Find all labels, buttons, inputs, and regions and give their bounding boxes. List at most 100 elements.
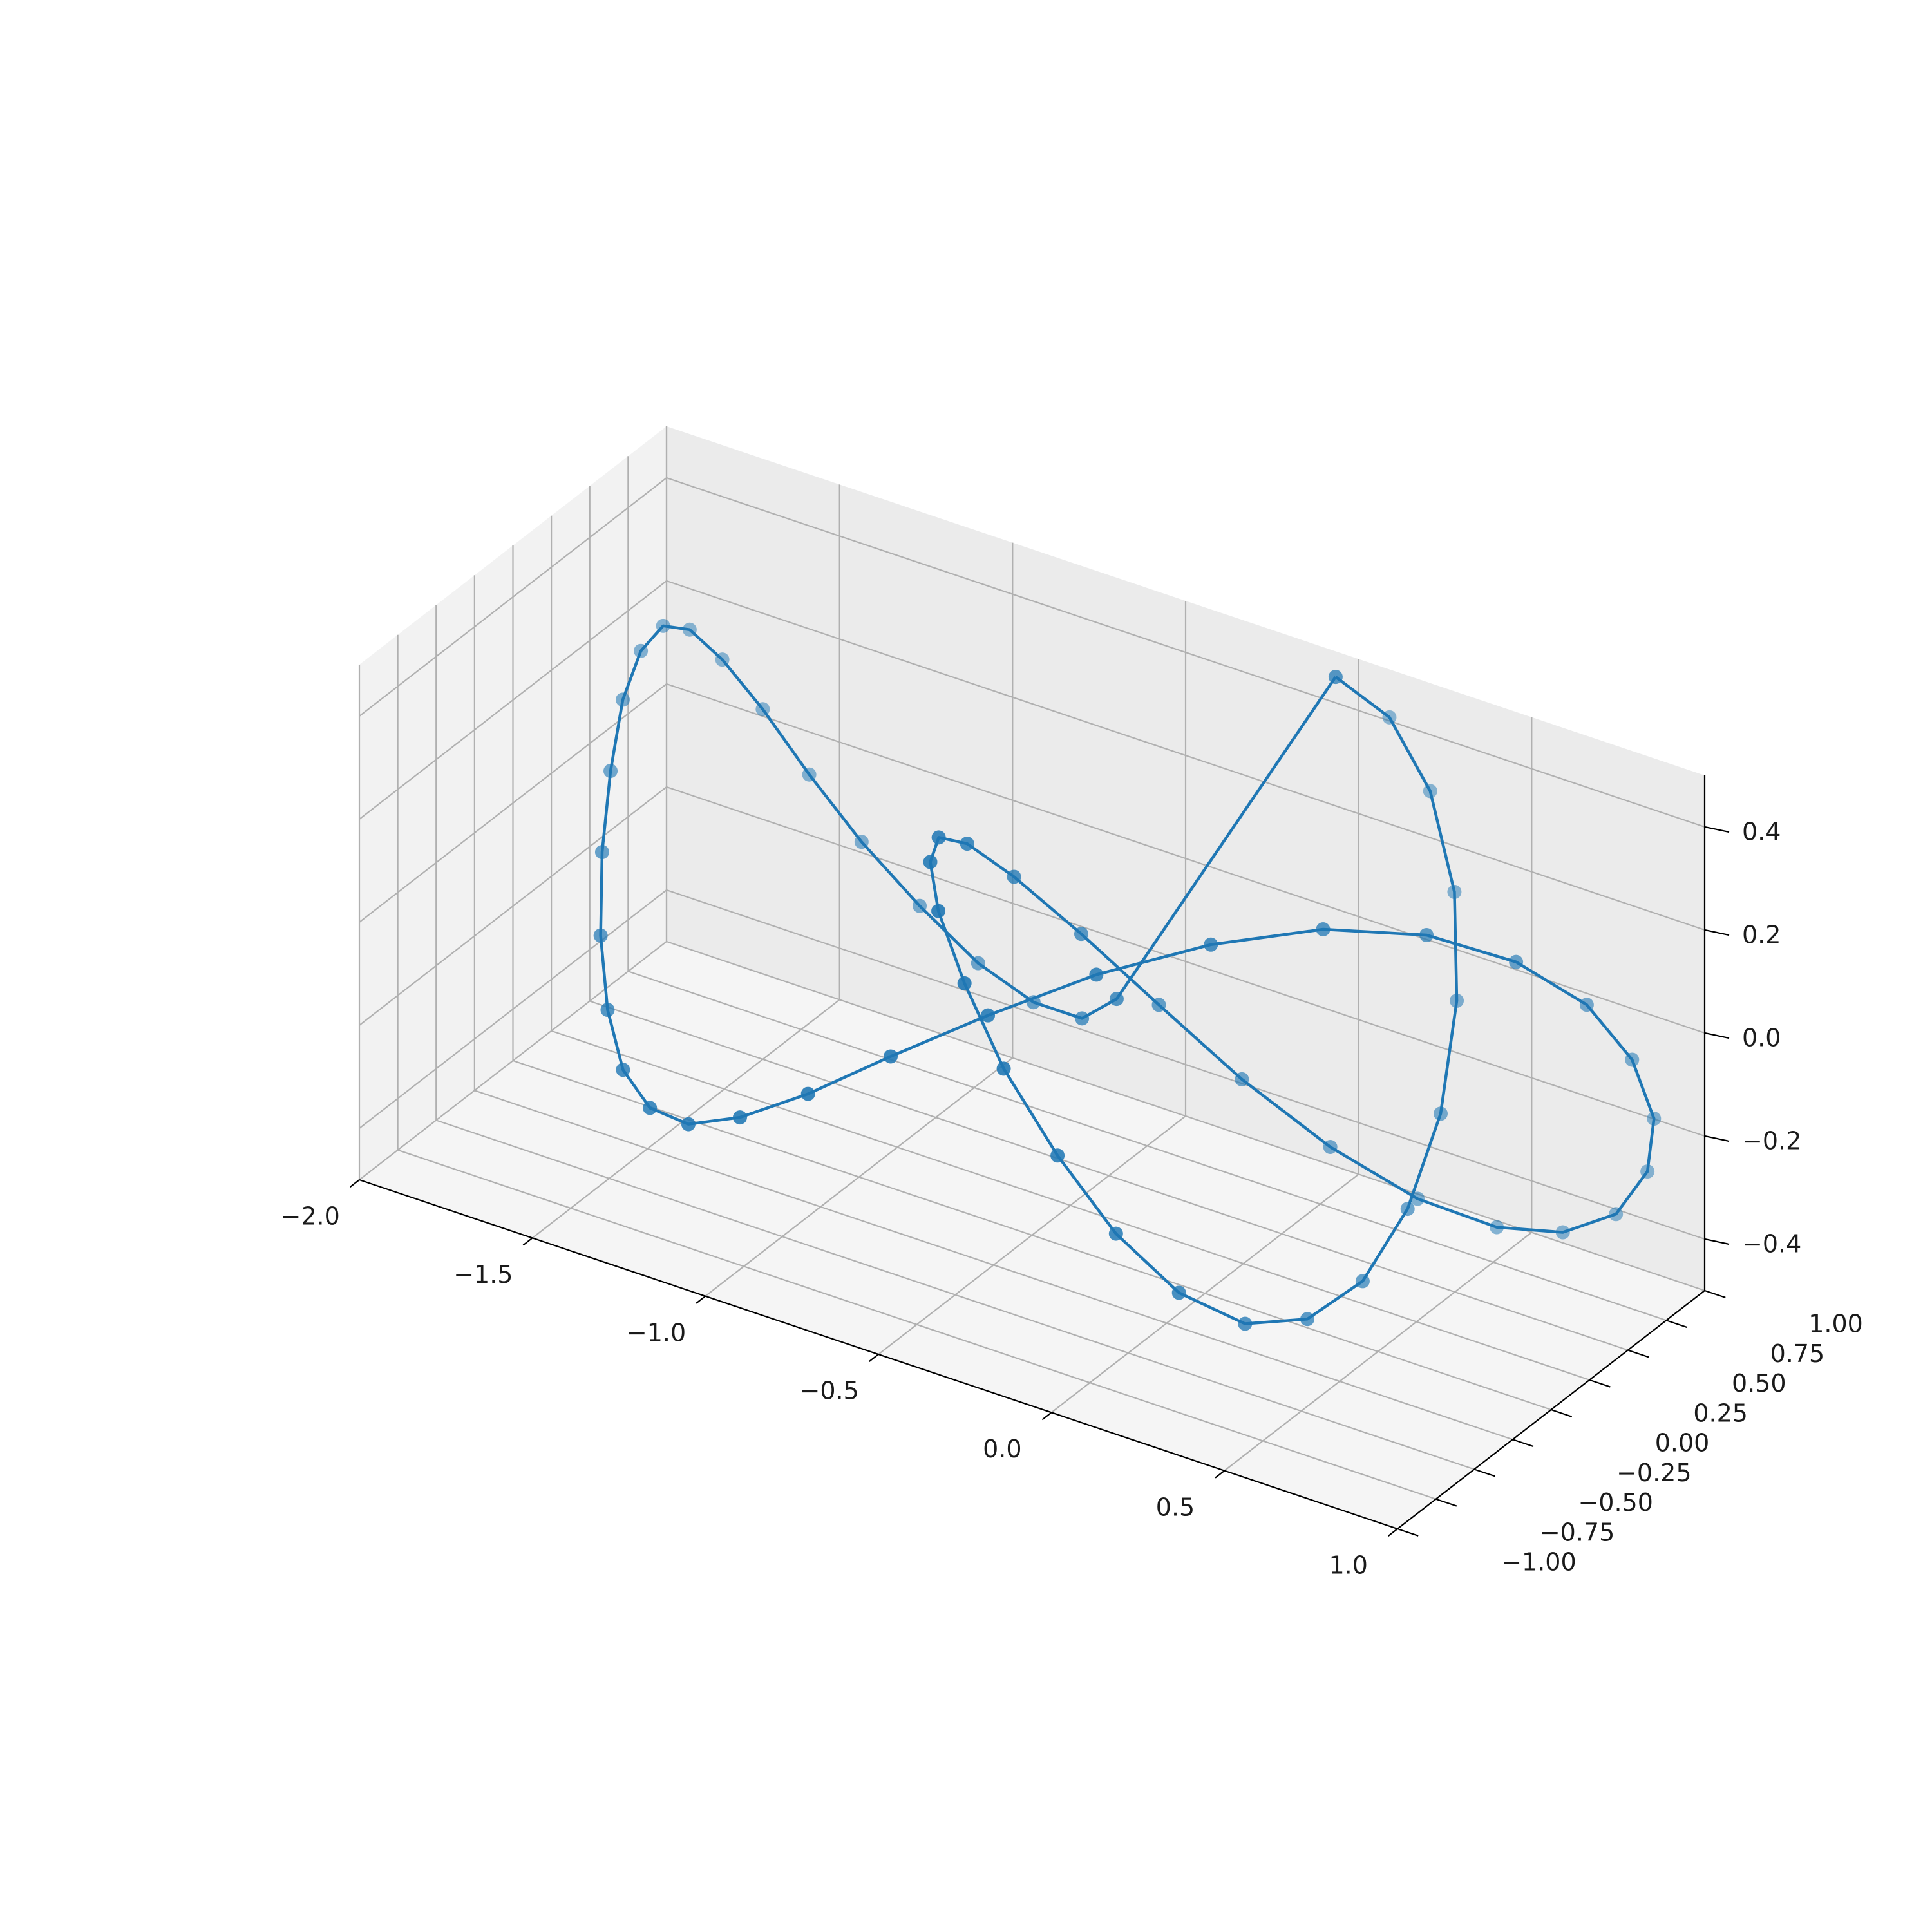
y-gridline — [665, 426, 1705, 1292]
data-point — [996, 1061, 1011, 1076]
y-tick — [1473, 1468, 1495, 1477]
y-gridline — [589, 486, 1629, 1351]
x-tick-label: −2.0 — [281, 1202, 340, 1231]
y-tick — [1435, 1498, 1457, 1507]
data-point — [931, 830, 946, 845]
y-gridline — [551, 515, 1590, 1381]
data-point — [594, 845, 609, 860]
data-point — [1410, 1191, 1425, 1206]
y-tick-label: −0.50 — [1578, 1488, 1653, 1517]
data-point — [960, 837, 974, 851]
data-point — [971, 956, 985, 971]
data-point — [1109, 992, 1124, 1007]
data-point — [1355, 1274, 1370, 1289]
z-tick — [1704, 1238, 1730, 1245]
data-point — [800, 1086, 815, 1101]
data-point — [1323, 1140, 1338, 1155]
data-point — [600, 1003, 615, 1018]
x-tick — [1041, 1412, 1052, 1421]
x-tick-label: 0.0 — [983, 1435, 1021, 1463]
x-tick-label: −0.5 — [800, 1377, 859, 1405]
data-point — [802, 767, 817, 782]
y-tick-label: −0.75 — [1540, 1518, 1615, 1546]
data-point — [1555, 1225, 1570, 1240]
data-point — [1316, 922, 1331, 937]
x-tick — [1388, 1528, 1398, 1537]
y-tick — [1589, 1379, 1611, 1388]
data-point — [981, 1008, 996, 1023]
data-point — [755, 702, 770, 717]
data-point — [957, 976, 972, 990]
data-point — [593, 928, 608, 943]
data-point — [634, 643, 649, 658]
z-gridline — [359, 786, 1705, 1137]
y-gridline — [627, 456, 1667, 1321]
y-tick-label: 0.50 — [1732, 1369, 1786, 1397]
data-point — [1400, 1202, 1415, 1217]
data-point — [1419, 927, 1434, 942]
data-point — [682, 622, 697, 637]
data-point — [1625, 1052, 1640, 1067]
data-point — [1238, 1316, 1253, 1331]
data-point — [931, 904, 946, 918]
data-series — [593, 618, 1662, 1331]
data-point — [1089, 967, 1104, 982]
x-tick — [869, 1354, 879, 1362]
data-point — [1108, 1226, 1123, 1241]
data-point — [643, 1101, 658, 1115]
data-point — [1579, 998, 1594, 1012]
data-point — [1204, 937, 1218, 952]
z-tick-label: −0.2 — [1742, 1127, 1801, 1155]
y-tick-label: −1.00 — [1501, 1548, 1576, 1577]
data-point — [1328, 670, 1343, 685]
axes-ticks: −2.0 −1.5 −1.0 −0.5 0.0 0.5 1.0 −1.00−0.75−0.50… — [281, 818, 1863, 1580]
x-tick — [1215, 1470, 1226, 1479]
x-tick — [696, 1295, 706, 1304]
data-point — [1423, 784, 1437, 799]
y-gridline — [473, 575, 1513, 1441]
y-tick-label: 0.75 — [1770, 1340, 1825, 1368]
data-point — [1235, 1072, 1249, 1086]
data-point — [1647, 1112, 1662, 1126]
data-point — [1026, 995, 1041, 1010]
data-point — [1074, 927, 1088, 942]
data-point — [616, 692, 630, 707]
data-point — [854, 835, 869, 849]
y-tick — [1397, 1528, 1419, 1537]
y-gridline — [512, 545, 1551, 1411]
y-tick — [1551, 1408, 1573, 1417]
y-tick-label: −0.25 — [1616, 1459, 1691, 1487]
data-point — [884, 1049, 898, 1064]
y-tick-label: 0.25 — [1693, 1399, 1748, 1427]
data-point — [1447, 884, 1462, 899]
data-point — [1640, 1164, 1655, 1179]
data-point — [681, 1117, 696, 1132]
x-tick — [522, 1237, 533, 1246]
data-point — [1609, 1207, 1624, 1222]
data-point — [1328, 670, 1343, 685]
y-tick-label: 1.00 — [1808, 1310, 1863, 1338]
z-gridline — [359, 477, 1705, 828]
data-point — [1434, 1106, 1448, 1121]
x-tick-label: 0.5 — [1156, 1493, 1195, 1521]
y-tick-label: 0.00 — [1655, 1429, 1710, 1457]
z-gridline — [359, 889, 1705, 1240]
data-point — [656, 618, 670, 633]
data-point — [1171, 1285, 1186, 1300]
data-point — [732, 1110, 747, 1125]
data-point — [616, 1063, 630, 1077]
data-point — [1490, 1220, 1504, 1235]
z-gridline — [359, 580, 1705, 931]
x-tick-label: 1.0 — [1329, 1551, 1367, 1580]
z-tick-label: 0.2 — [1742, 921, 1781, 949]
x-tick-label: −1.0 — [627, 1318, 686, 1347]
z-tick — [1704, 1135, 1730, 1142]
data-point — [1450, 993, 1464, 1008]
y-gridline — [397, 634, 1436, 1500]
x-tick-label: −1.5 — [453, 1260, 513, 1289]
z-tick-label: 0.0 — [1742, 1024, 1781, 1052]
data-point — [1007, 869, 1021, 884]
y-gridline — [435, 605, 1475, 1470]
